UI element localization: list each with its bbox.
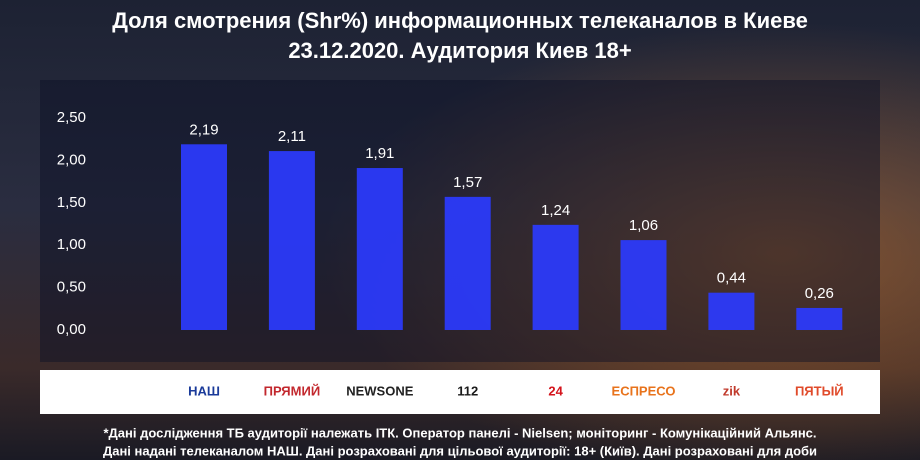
logo-strip [40,370,880,414]
x-tick-label: 24 [548,383,563,398]
x-tick-label: zik [723,383,741,398]
y-tick-label: 2,00 [57,151,86,168]
x-tick-label: НАШ [188,383,220,398]
y-tick-label: 0,50 [57,279,86,296]
x-tick-label: NEWSONE [346,383,414,398]
x-tick-label: ЕСПРЕСО [612,383,676,398]
chart-subtitle: 23.12.2020. Аудитория Киев 18+ [288,38,631,63]
y-tick-label: 0,00 [57,321,86,338]
bar [444,196,491,330]
bar [796,307,843,330]
x-tick-label: ПРЯМИЙ [264,383,321,398]
y-tick-label: 2,50 [57,109,86,126]
x-tick-label: ПЯТЫЙ [795,383,844,398]
bar [181,144,227,330]
value-label: 0,44 [717,270,746,287]
x-tick-label: 112 [457,383,478,398]
bar [356,168,403,330]
bar [268,151,315,330]
chart-title: Доля смотрения (Shr%) информационных тел… [112,8,808,33]
value-label: 1,91 [365,145,394,162]
value-label: 2,11 [278,128,306,145]
value-label: 0,26 [805,285,834,302]
value-label: 1,06 [629,217,658,234]
bar [532,224,579,330]
footnote: *Дані дослідження ТБ аудиторії належать … [103,425,816,440]
value-label: 1,24 [541,202,570,219]
y-tick-label: 1,50 [57,194,86,211]
y-tick-label: 1,00 [57,236,86,253]
value-label: 1,57 [453,174,482,191]
bar [620,240,667,330]
value-label: 2,19 [189,121,218,138]
footnote: Дані надані телеканалом НАШ. Дані розрах… [103,443,817,458]
bar [708,292,755,330]
